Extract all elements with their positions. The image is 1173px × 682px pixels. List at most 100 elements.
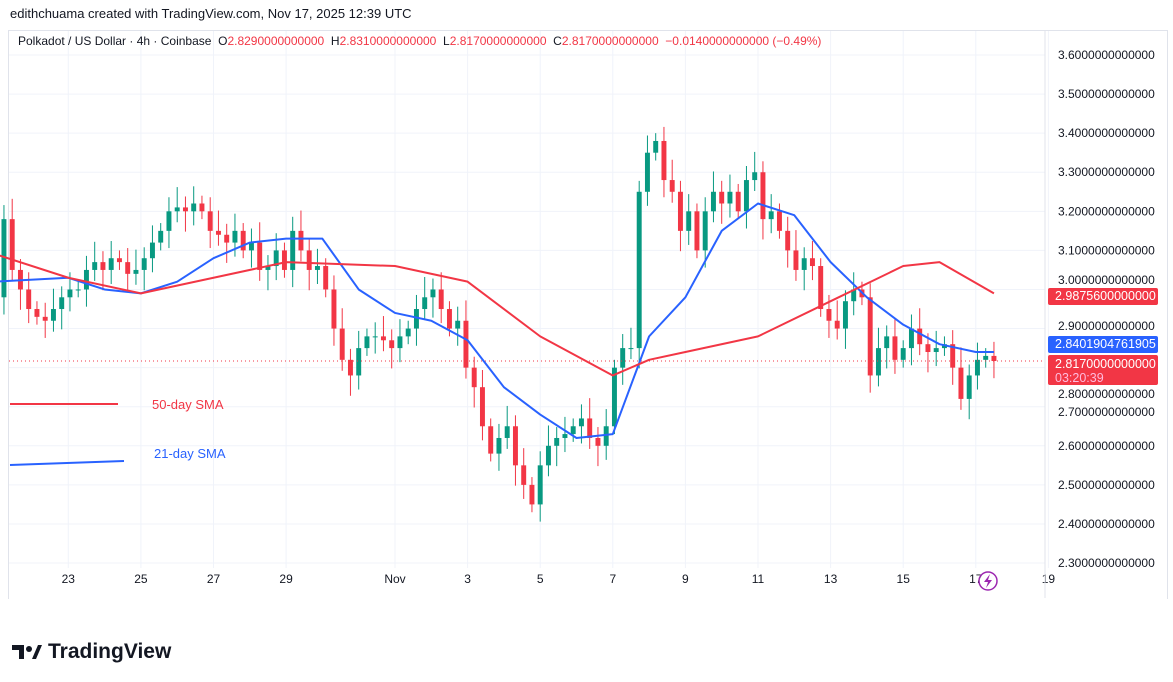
candle-body (191, 203, 197, 212)
x-tick-label: 3 (464, 572, 471, 586)
x-tick-label: 23 (62, 572, 76, 586)
y-tick-label: 2.3000000000000 (1058, 556, 1155, 570)
x-tick-label: 11 (752, 572, 765, 586)
candle-body (834, 320, 840, 329)
candle-body (991, 355, 997, 361)
candle-body (661, 140, 667, 181)
candle-body (587, 418, 593, 438)
x-tick-label: 29 (279, 572, 293, 586)
tradingview-logo[interactable]: TradingView (12, 640, 171, 664)
candle-body (908, 328, 914, 349)
x-tick-label: 9 (682, 572, 689, 586)
candle-body (347, 359, 353, 376)
candle-body (413, 309, 419, 329)
candle-body (529, 484, 535, 505)
candle-body (628, 348, 634, 350)
y-tick-label: 2.6000000000000 (1058, 439, 1155, 453)
candle-body (983, 355, 989, 360)
candle-body (917, 328, 923, 345)
candle-body (125, 262, 131, 274)
symbol-title[interactable]: Polkadot / US Dollar · 4h · Coinbase (18, 34, 212, 48)
x-tick-label: 17 (969, 572, 983, 586)
candle-body (554, 437, 560, 446)
candle-body (710, 191, 716, 212)
candle-body (653, 140, 659, 153)
candle-body (215, 230, 221, 235)
candle-body (356, 348, 362, 376)
candle-body (422, 297, 428, 310)
candle-body (455, 320, 461, 329)
y-tick-label: 3.0000000000000 (1058, 273, 1155, 287)
candle-body (884, 336, 890, 349)
close-label: C (553, 34, 562, 48)
candle-body (207, 211, 213, 231)
candle-body (603, 426, 609, 446)
candle-body (75, 289, 81, 291)
logo-text: TradingView (48, 640, 172, 663)
chart-frame (8, 30, 1168, 599)
candle-body (92, 262, 98, 270)
sma50-line (0, 254, 995, 377)
lightning-icon-glyph (984, 574, 992, 588)
candle-body (545, 445, 551, 466)
candle-body (809, 258, 815, 267)
y-tick-label: 2.4000000000000 (1058, 517, 1155, 531)
y-tick-label: 3.3000000000000 (1058, 165, 1155, 179)
y-tick-label: 2.9000000000000 (1058, 319, 1155, 333)
candle-body (974, 359, 980, 376)
low-label: L (443, 34, 450, 48)
candle-body (801, 258, 807, 270)
candle-body (694, 211, 700, 251)
candle-body (372, 336, 378, 338)
candle-body (290, 230, 296, 270)
candle-body (397, 336, 403, 349)
bar-countdown: 03:20:39 (1055, 371, 1104, 385)
candle-body (925, 344, 931, 353)
candle-body (851, 289, 857, 302)
candle-body (314, 266, 320, 270)
candle-body (892, 336, 898, 360)
x-tick-label: 27 (207, 572, 221, 586)
candle-body (67, 289, 73, 298)
candle-body (719, 191, 725, 204)
candle-body (306, 250, 312, 270)
candle-body (950, 344, 956, 368)
last-price: 2.8170000000000 (1055, 357, 1156, 371)
candle-body (83, 269, 89, 290)
candle-body (240, 230, 246, 251)
candle-body (702, 211, 708, 251)
y-tick-label: 3.6000000000000 (1058, 48, 1155, 62)
last-price-label: 2.8170000000000 03:20:39 (1048, 355, 1158, 385)
tradingview-logo-icon (12, 645, 42, 659)
candle-body (1, 219, 7, 298)
x-tick-label: Nov (384, 572, 405, 586)
candle-body (108, 258, 114, 270)
candle-body (248, 242, 254, 251)
candle-body (100, 262, 106, 270)
candle-body (364, 336, 370, 349)
sma21-legend-label: 21-day SMA (154, 446, 226, 461)
x-tick-label: 19 (1042, 572, 1056, 586)
candle-body (149, 242, 155, 259)
candle-body (966, 375, 972, 399)
sma50-legend-label: 50-day SMA (152, 397, 224, 412)
high-label: H (330, 34, 340, 48)
candle-body (768, 211, 774, 220)
candle-body (9, 219, 15, 270)
candle-body (900, 348, 906, 360)
candle-body (430, 289, 436, 298)
credit-text: edithchuama created with TradingView.com… (10, 6, 412, 21)
candle-body (776, 211, 782, 231)
candle-body (636, 191, 642, 349)
candle-body (380, 336, 386, 341)
candle-body (265, 266, 271, 270)
candle-body (389, 340, 395, 349)
candle-body (537, 465, 543, 505)
candle-body (479, 387, 485, 427)
candle-body (257, 242, 263, 270)
change-value: −0.0140000000000 (−0.49%) (665, 34, 822, 48)
candle-body (504, 426, 510, 438)
candle-body (34, 309, 40, 317)
candle-body (42, 316, 48, 321)
